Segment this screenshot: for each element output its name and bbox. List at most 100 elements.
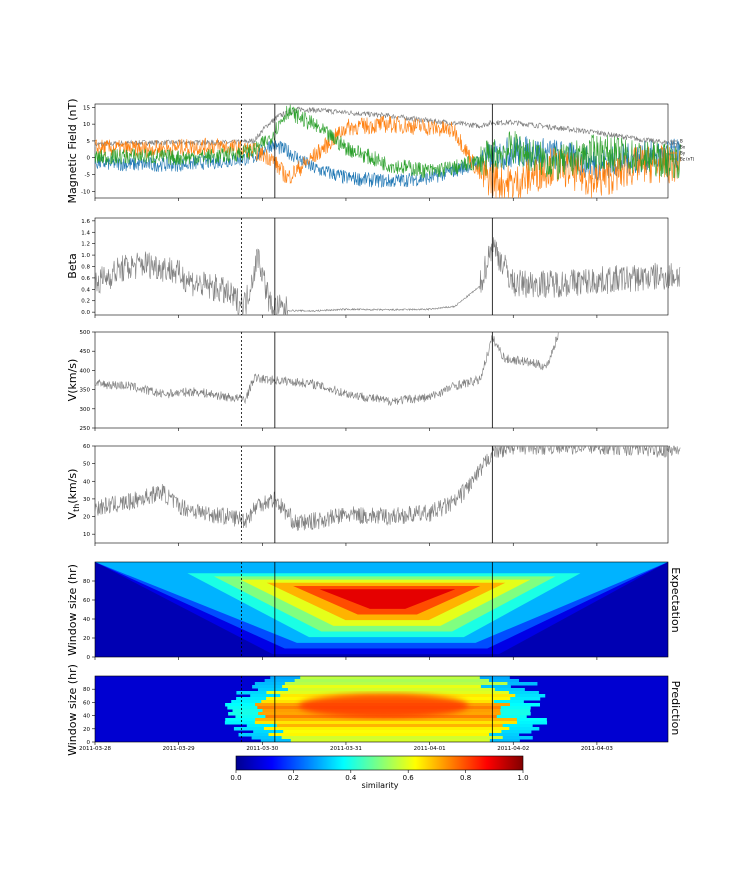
heatmap-panel: 0 20 40 60 80 Window size (hr) Expectation — [66, 561, 682, 661]
y-tick-label: 20 — [83, 515, 90, 521]
heatmap-band — [254, 721, 518, 725]
colorbar-tick-label: 0.8 — [460, 774, 471, 782]
colorbar-tick-label: 1.0 — [517, 774, 528, 782]
y-tick-label: 10 — [83, 122, 90, 128]
y-tick-label: 60 — [83, 598, 90, 604]
heatmap-band — [284, 682, 508, 686]
y-tick-label: 1.4 — [81, 230, 90, 236]
y-tick-label: 1.0 — [81, 253, 90, 259]
x-tick-label: 2011-04-01 — [414, 746, 446, 752]
y-tick-label: 50 — [83, 462, 90, 468]
y-axis-label: Beta — [66, 253, 79, 278]
y-tick-label: 0 — [87, 655, 91, 661]
colorbar-gradient — [235, 755, 524, 771]
y-tick-label: 20 — [83, 727, 90, 733]
series-line — [94, 135, 681, 188]
y-tick-label: 350 — [80, 388, 91, 394]
series-line — [94, 115, 681, 199]
panel-label: Prediction — [669, 681, 682, 736]
heatmap-band — [282, 685, 481, 689]
colorbar-tick-label: 0.0 — [230, 774, 241, 782]
y-tick-label: 500 — [80, 330, 91, 336]
y-tick-label: 10 — [83, 532, 90, 538]
y-tick-label: 5 — [87, 139, 91, 145]
x-tick-label: 2011-04-03 — [581, 746, 613, 752]
series-line — [94, 444, 681, 531]
heatmap-hotspot — [298, 693, 469, 718]
y-tick-label: 80 — [83, 579, 90, 585]
y-tick-label: 0.6 — [81, 276, 90, 282]
legend-entry: Bz (nT) — [680, 157, 695, 162]
plot-area — [94, 331, 669, 429]
y-tick-label: 250 — [80, 426, 91, 432]
heatmap-band — [266, 691, 509, 695]
y-tick-label: 400 — [80, 368, 91, 374]
y-tick-label: 30 — [83, 497, 90, 503]
colorbar-tick-label: 0.2 — [288, 774, 299, 782]
x-tick-label: 2011-03-28 — [79, 746, 111, 752]
heatmap-band — [263, 727, 510, 731]
series-line — [94, 104, 681, 180]
plot-frame — [94, 675, 669, 743]
y-tick-label: 60 — [83, 444, 90, 450]
heatmap-band — [294, 679, 489, 683]
colorbar: 0.0 0.2 0.4 0.6 0.8 1.0 similarity — [230, 755, 529, 790]
y-tick-label: 0 — [87, 156, 91, 162]
series-line — [94, 331, 560, 407]
panel-label: Expectation — [669, 567, 682, 632]
colorbar-label: similarity — [362, 781, 399, 790]
heatmap-band — [287, 688, 495, 692]
colorbar-tick-label: 0.4 — [345, 774, 357, 782]
series-line — [94, 237, 681, 316]
heatmap-band — [255, 718, 517, 722]
heatmap-band — [281, 736, 503, 740]
heatmap-band — [300, 676, 480, 680]
plot-area — [94, 217, 669, 316]
y-tick-label: -5 — [85, 173, 91, 179]
y-tick-label: 300 — [80, 407, 91, 413]
y-tick-label: 15 — [83, 105, 90, 111]
x-tick-label: 2011-03-31 — [330, 746, 362, 752]
chart-panel: 250 300 350 400 450 500 V(km/s) — [66, 330, 669, 432]
y-axis-label: V(km/s) — [66, 359, 79, 402]
y-axis-label: Window size (hr) — [66, 564, 79, 656]
y-tick-label: 60 — [83, 700, 90, 706]
y-tick-label: 1.2 — [81, 242, 90, 248]
y-axis-label: Window size (hr) — [66, 664, 79, 756]
y-tick-label: 0.4 — [81, 287, 90, 293]
x-tick-label: 2011-03-29 — [163, 746, 195, 752]
heatmap-band — [268, 733, 490, 737]
y-axis-label: Magnetic Field (nT) — [66, 98, 79, 203]
plot-area — [94, 445, 669, 544]
colorbar-tick-label: 0.6 — [403, 774, 415, 782]
heatmap-panel: 0 20 40 60 80 Window size (hr) 2011-03-28 2011-… — [66, 664, 682, 756]
y-tick-label: 0.0 — [81, 310, 90, 316]
y-tick-label: 40 — [83, 714, 90, 720]
y-axis-label: Vth(km/s) — [66, 469, 81, 520]
y-tick-label: 40 — [83, 479, 90, 485]
legend-entry: Bx — [680, 145, 686, 150]
y-tick-label: 0.2 — [81, 299, 90, 305]
y-tick-label: 1.6 — [81, 219, 90, 225]
plot-frame — [94, 561, 669, 658]
y-tick-label: 80 — [83, 687, 90, 693]
y-tick-label: 450 — [80, 349, 91, 355]
y-tick-label: 0.8 — [81, 265, 90, 271]
chart-panel: 0.0 0.2 0.4 0.6 0.8 1.0 1.2 1.4 1.6 Beta — [66, 217, 681, 318]
heatmap-band — [290, 739, 490, 742]
y-tick-label: 20 — [83, 636, 90, 642]
heatmap-band — [283, 730, 502, 734]
y-tick-label: -10 — [81, 189, 90, 195]
x-tick-label: 2011-03-30 — [246, 746, 278, 752]
heatmap-contour — [319, 589, 456, 609]
y-tick-label: 0 — [87, 740, 91, 746]
legend-entry: By — [680, 151, 686, 156]
heatmap-band — [276, 724, 503, 728]
y-tick-label: 40 — [83, 617, 90, 623]
x-tick-label: 2011-04-02 — [497, 746, 529, 752]
legend-entry: B — [680, 139, 683, 144]
chart-panel: 10 20 30 40 50 60 Vth(km/s) — [66, 444, 681, 546]
